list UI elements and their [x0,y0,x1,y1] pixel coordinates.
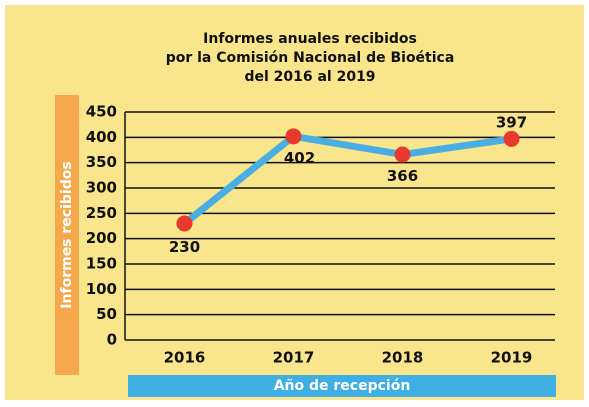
y-tick-label: 150 [86,255,117,273]
y-tick-label: 0 [107,331,117,349]
chart-title: Informes anuales recibidos por la Comisi… [165,31,455,85]
data-label: 397 [496,113,527,131]
marker [285,128,302,145]
marker [394,146,411,163]
y-axis-label: Informes recibidos [59,161,75,308]
y-tick-label: 50 [96,305,117,323]
x-tick-label: 2018 [382,349,424,367]
y-tick-label: 300 [86,179,117,197]
x-tick-label: 2017 [273,349,315,367]
background [5,5,584,400]
y-tick-label: 200 [86,229,117,247]
x-label-bar [128,375,556,397]
y-tick-label: 400 [86,128,117,146]
data-label: 366 [387,167,418,185]
line [182,132,512,227]
marker [503,130,520,147]
y-tick-label: 100 [86,280,117,298]
x-axis-label: Año de recepción [274,378,411,394]
data-label: 230 [169,238,200,256]
x-tick-label: 2016 [164,349,206,367]
x-tick-label: 2019 [491,349,533,367]
marker [176,215,193,232]
y-tick-label: 350 [86,153,117,171]
y-tick-label: 450 [86,103,117,121]
y-tick-label: 250 [86,204,117,222]
y-label-bar [55,95,79,375]
data-label: 402 [284,149,315,167]
